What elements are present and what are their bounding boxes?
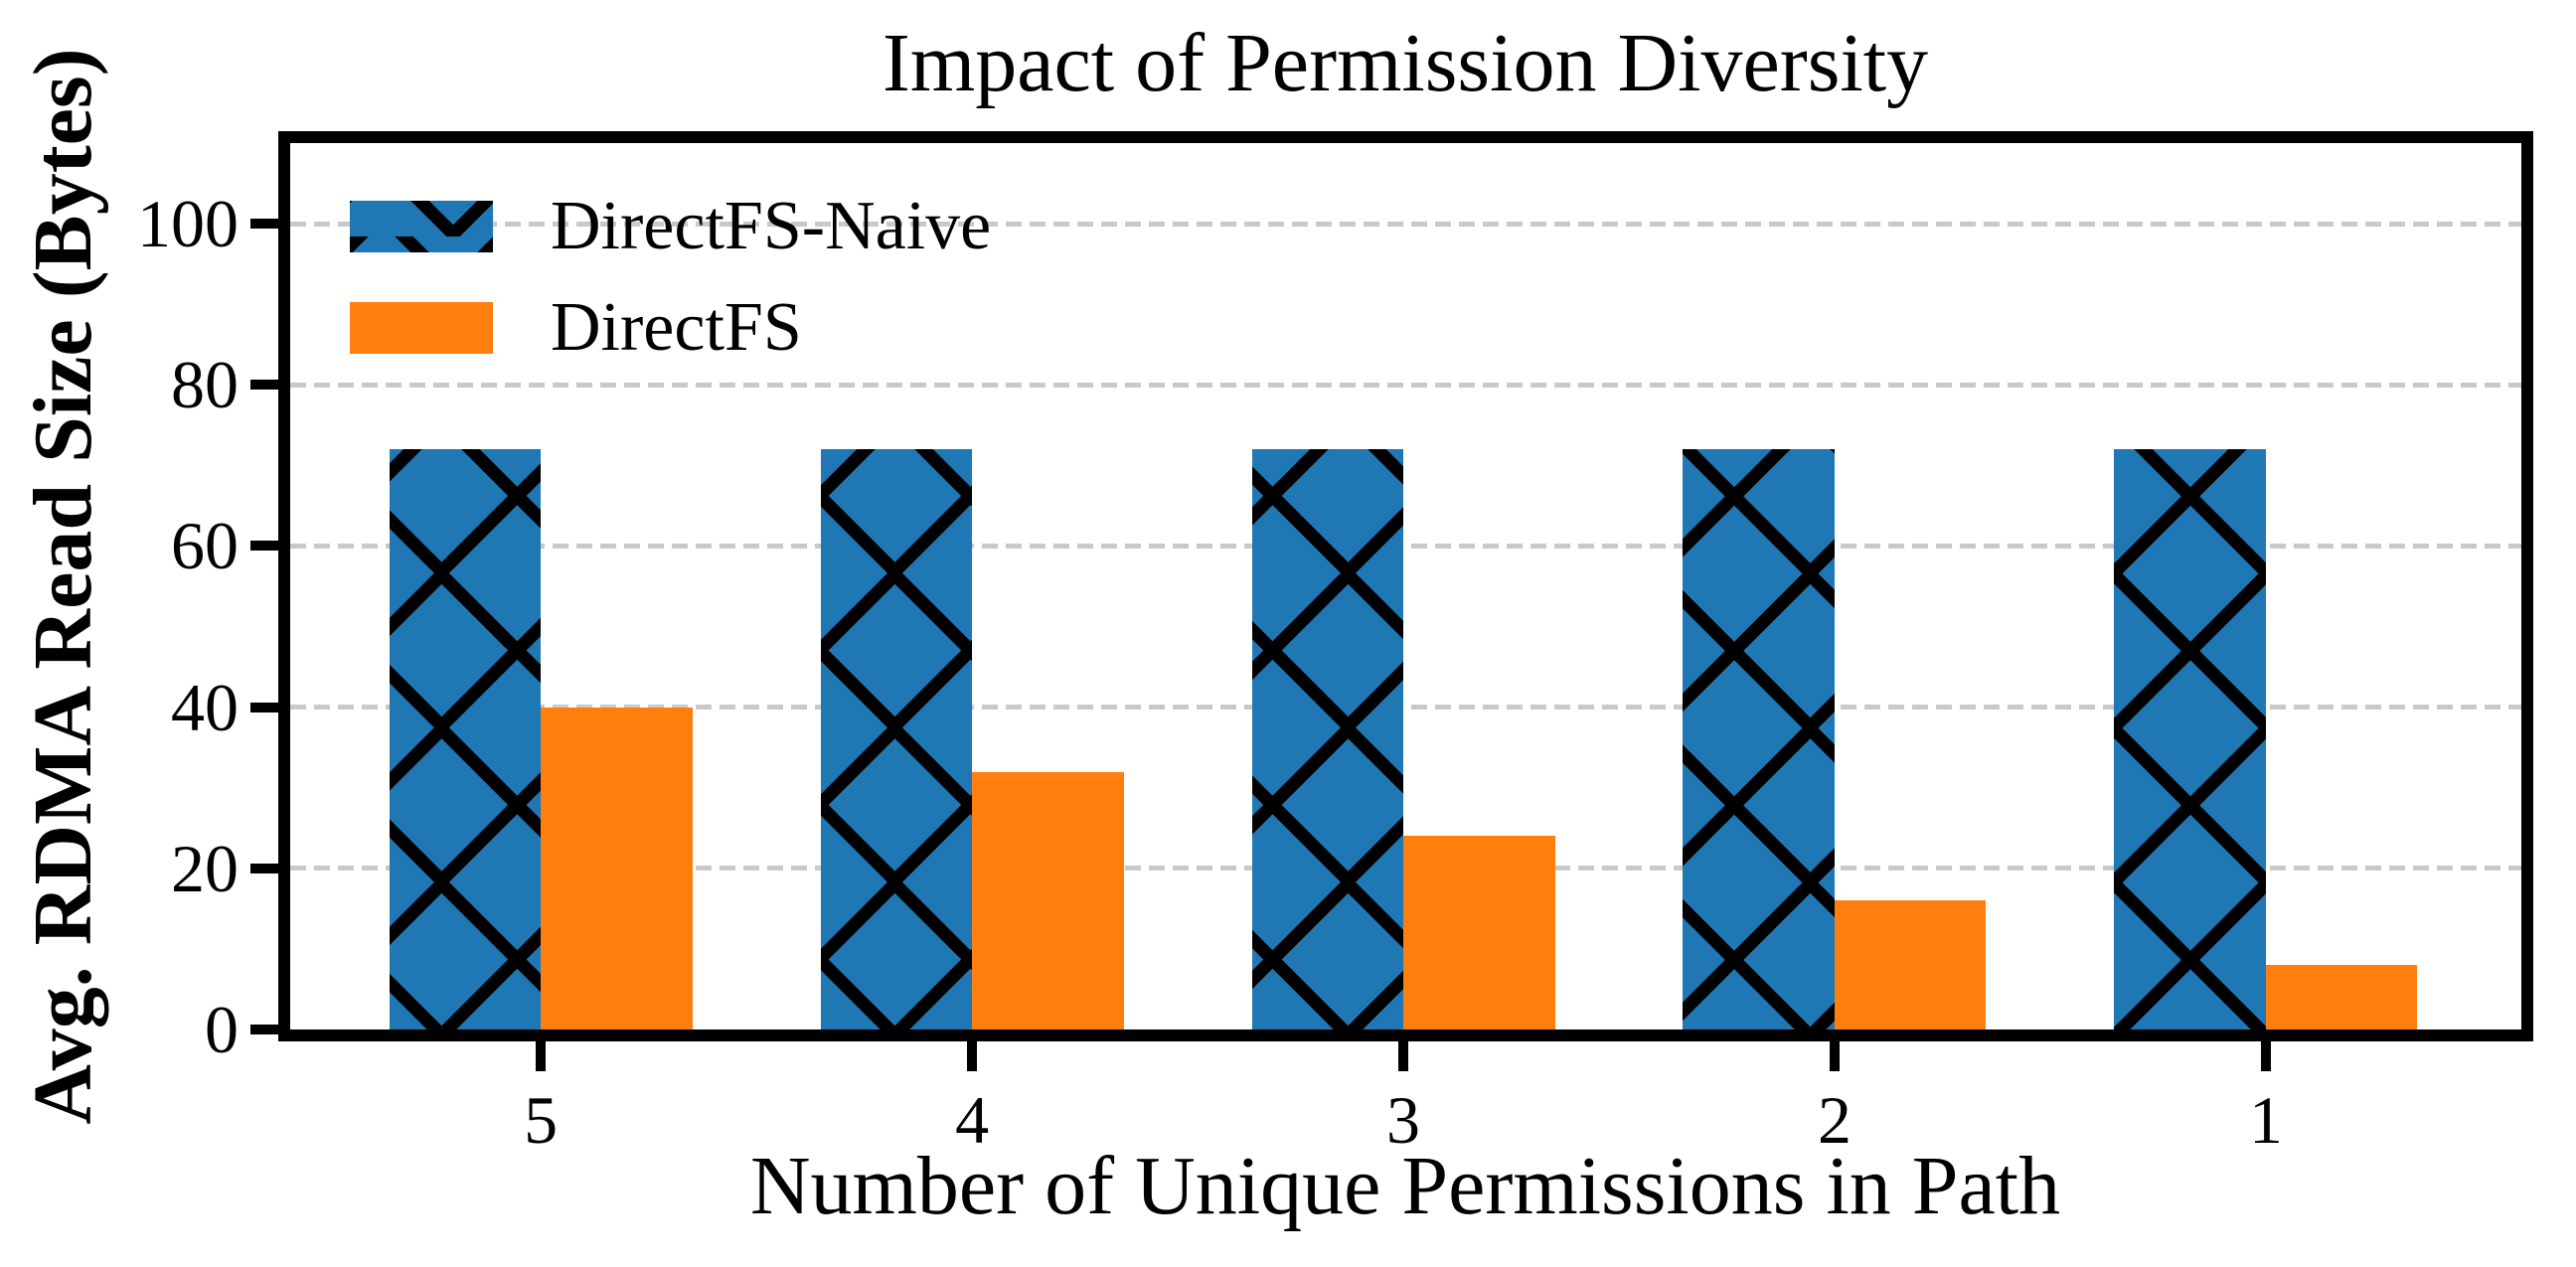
bar-directfs-x2 bbox=[1834, 900, 1987, 1029]
bar-directfs-naive-x4 bbox=[820, 449, 973, 1029]
bar-directfs-x1 bbox=[2265, 965, 2418, 1029]
gridline-y-40 bbox=[290, 705, 2521, 711]
x-axis-label: Number of Unique Permissions in Path bbox=[749, 1140, 2061, 1232]
y-tick-label-0: 0 bbox=[205, 992, 239, 1067]
legend-label-directfs-naive: DirectFS-Naive bbox=[551, 188, 992, 264]
y-tick-label-20: 20 bbox=[171, 830, 239, 906]
y-tick-label-80: 80 bbox=[171, 347, 239, 423]
legend-swatch-directfs-naive bbox=[350, 201, 493, 252]
y-tick-20 bbox=[250, 863, 278, 873]
bar-directfs-naive-x3 bbox=[1251, 449, 1404, 1029]
legend-item-directfs: DirectFS bbox=[350, 293, 802, 363]
x-tick-label-4: 4 bbox=[955, 1082, 990, 1158]
bar-directfs-x4 bbox=[972, 771, 1124, 1029]
bar-directfs-naive-x5 bbox=[389, 449, 542, 1029]
y-tick-40 bbox=[250, 702, 278, 713]
y-tick-label-60: 60 bbox=[171, 508, 239, 584]
bar-directfs-naive-x2 bbox=[1683, 449, 1835, 1029]
y-tick-80 bbox=[250, 380, 278, 391]
y-tick-label-100: 100 bbox=[137, 186, 239, 262]
bar-directfs-x3 bbox=[1403, 836, 1555, 1029]
y-tick-100 bbox=[250, 219, 278, 230]
gridline-y-80 bbox=[290, 382, 2521, 388]
x-tick-1 bbox=[2260, 1041, 2271, 1071]
legend-swatch-directfs bbox=[350, 302, 493, 354]
legend-item-directfs-naive: DirectFS-Naive bbox=[350, 192, 991, 261]
x-tick-label-2: 2 bbox=[1817, 1082, 1852, 1158]
chart-title: Impact of Permission Diversity bbox=[882, 17, 1929, 109]
gridline-y-100 bbox=[290, 221, 2521, 227]
x-tick-4 bbox=[967, 1041, 978, 1071]
x-tick-3 bbox=[1398, 1041, 1409, 1071]
gridline-y-60 bbox=[290, 543, 2521, 549]
x-tick-label-3: 3 bbox=[1386, 1082, 1421, 1158]
y-tick-60 bbox=[250, 541, 278, 552]
x-tick-label-1: 1 bbox=[2248, 1082, 2283, 1158]
x-tick-2 bbox=[1829, 1041, 1840, 1071]
bar-directfs-naive-x1 bbox=[2114, 449, 2266, 1029]
y-tick-label-40: 40 bbox=[171, 669, 239, 745]
x-tick-label-5: 5 bbox=[524, 1082, 559, 1158]
bar-directfs-x5 bbox=[541, 707, 693, 1029]
x-tick-5 bbox=[536, 1041, 547, 1071]
y-tick-0 bbox=[250, 1025, 278, 1034]
legend-label-directfs: DirectFS bbox=[551, 289, 802, 366]
